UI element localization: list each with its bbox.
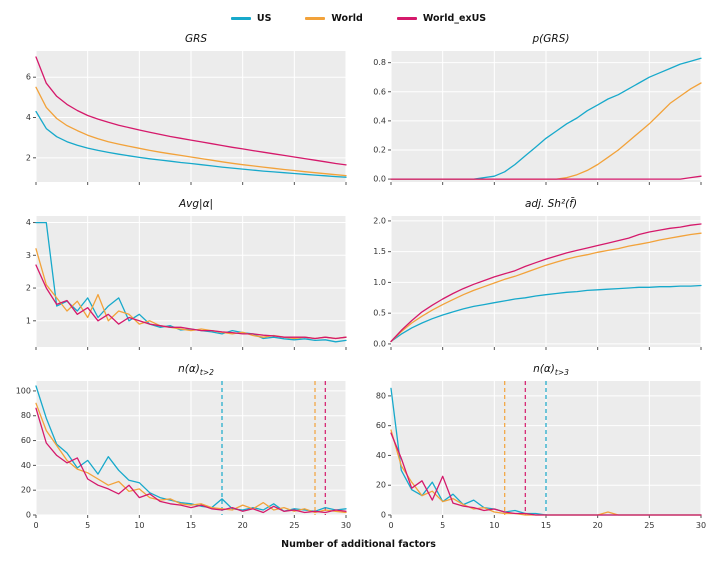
svg-text:0.4: 0.4 [373, 116, 386, 125]
svg-text:2.0: 2.0 [373, 216, 386, 225]
panel-title-sub: t>2 [199, 368, 214, 378]
panel-title-text: Avg|α| [178, 198, 214, 210]
chart-adj-sh2: 0.0 0.5 1.0 1.5 2.0 [373, 216, 702, 350]
svg-text:0: 0 [381, 511, 386, 520]
panel-title: Avg|α| [6, 197, 356, 212]
legend-swatch [396, 16, 417, 20]
svg-text:5: 5 [440, 521, 445, 530]
legend-item-world-exus: World_exUS [396, 12, 487, 24]
svg-text:2: 2 [26, 284, 31, 293]
chart-pgrs: 0.0 0.2 0.4 0.6 0.8 [373, 51, 702, 185]
svg-text:10: 10 [489, 521, 499, 530]
panel-title-text: n(α) [533, 363, 555, 375]
svg-text:3: 3 [26, 251, 31, 260]
legend-swatch [305, 16, 326, 20]
svg-text:60: 60 [376, 421, 386, 430]
chart-n-alpha-t3: 0 20 40 60 80 0 5 10 15 20 25 30 [376, 381, 706, 530]
panel-title: adj. Sh²(f̄) [361, 197, 711, 212]
svg-text:0.0: 0.0 [373, 339, 386, 348]
panel-title: n(α)t>3 [361, 362, 711, 377]
svg-text:4: 4 [26, 218, 31, 227]
legend: US World World_exUS [6, 6, 711, 30]
svg-text:1.5: 1.5 [373, 247, 386, 256]
svg-text:20: 20 [376, 481, 386, 490]
svg-text:25: 25 [289, 521, 299, 530]
panel-title-text: p(GRS) [532, 33, 570, 45]
panel-pgrs: p(GRS) 0.0 0.2 0.4 0.6 0.8 [361, 32, 711, 189]
legend-label: World [331, 12, 363, 24]
svg-text:0: 0 [33, 521, 38, 530]
svg-text:20: 20 [593, 521, 603, 530]
svg-text:2: 2 [26, 153, 31, 162]
panel-title-text: adj. Sh²(f̄) [524, 198, 578, 210]
svg-text:10: 10 [134, 521, 144, 530]
chart-avg-alpha: 1 2 3 4 [26, 216, 347, 350]
svg-text:20: 20 [21, 486, 31, 495]
svg-text:15: 15 [541, 521, 551, 530]
panel-n-alpha-t3: n(α)t>3 0 20 40 60 80 0 5 10 15 20 25 30 [361, 362, 711, 535]
svg-text:0.0: 0.0 [373, 175, 386, 184]
svg-text:4: 4 [26, 113, 31, 122]
legend-swatch [230, 16, 251, 20]
svg-text:20: 20 [238, 521, 248, 530]
panel-title-text: n(α) [178, 363, 200, 375]
svg-text:25: 25 [644, 521, 654, 530]
panel-avg-alpha: Avg|α| 1 2 3 4 [6, 197, 356, 354]
panel-title: n(α)t>2 [6, 362, 356, 377]
svg-text:0: 0 [388, 521, 393, 530]
chart-n-alpha-t2: 0 20 40 60 80 100 0 5 10 15 20 25 30 [16, 381, 351, 530]
svg-text:0: 0 [26, 511, 31, 520]
panel-grid: GRS 2 4 6 p(GRS) 0.0 0.2 0.4 0.6 0.8 Avg|α| 1 2… [6, 32, 711, 535]
svg-text:0.6: 0.6 [373, 87, 386, 96]
panel-grs: GRS 2 4 6 [6, 32, 356, 189]
legend-label: World_exUS [422, 12, 487, 24]
svg-text:40: 40 [21, 461, 31, 470]
svg-text:30: 30 [696, 521, 706, 530]
svg-text:1: 1 [26, 316, 31, 325]
panel-title-sub: t>3 [554, 368, 569, 378]
x-axis-label: Number of additional factors [281, 539, 436, 550]
svg-text:1.0: 1.0 [373, 278, 386, 287]
svg-text:100: 100 [16, 386, 31, 395]
panel-title-text: GRS [184, 33, 208, 45]
svg-text:15: 15 [186, 521, 196, 530]
panel-n-alpha-t2: n(α)t>2 0 20 40 60 80 100 0 5 10 15 20 25 30 [6, 362, 356, 535]
svg-text:80: 80 [21, 411, 31, 420]
panel-adj-sh2: adj. Sh²(f̄) 0.0 0.5 1.0 1.5 2.0 [361, 197, 711, 354]
panel-title: p(GRS) [361, 32, 711, 47]
legend-label: US [256, 12, 272, 24]
legend-item-us: US [230, 12, 272, 24]
svg-text:5: 5 [85, 521, 90, 530]
chart-grs: 2 4 6 [26, 51, 347, 185]
svg-text:30: 30 [341, 521, 351, 530]
svg-text:0.2: 0.2 [373, 145, 386, 154]
legend-item-world: World [305, 12, 363, 24]
svg-text:0.5: 0.5 [373, 309, 386, 318]
svg-text:80: 80 [376, 391, 386, 400]
svg-text:0.8: 0.8 [373, 58, 386, 67]
panel-title: GRS [6, 32, 356, 47]
svg-text:6: 6 [26, 73, 31, 82]
svg-text:40: 40 [376, 451, 386, 460]
svg-text:60: 60 [21, 436, 31, 445]
